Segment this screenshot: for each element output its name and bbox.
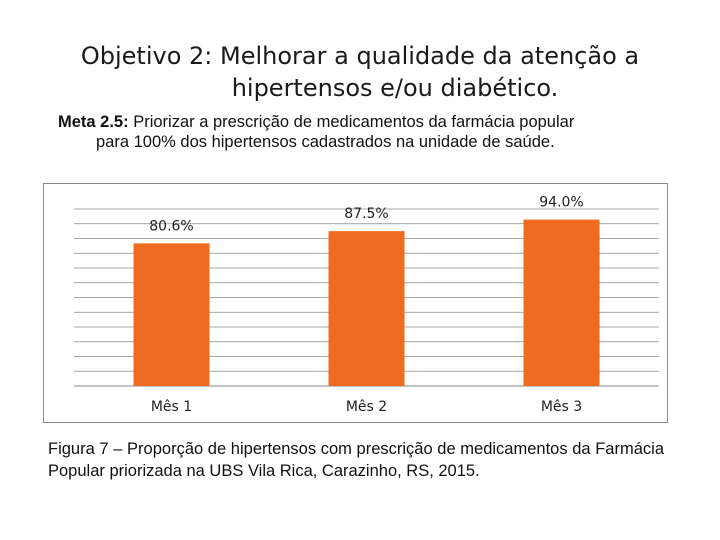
goal-label: Meta 2.5:: [58, 113, 129, 131]
slide-title-line2: hipertensos e/ou diabético.: [231, 74, 559, 102]
slide-title-line1: Objetivo 2: Melhorar a qualidade da aten…: [80, 42, 640, 70]
bar-3: [523, 219, 600, 386]
data-label-3: 94.0%: [539, 195, 583, 211]
goal-text-line2: para 100% dos hipertensos cadastrados na…: [96, 133, 555, 151]
bar-2: [328, 231, 405, 386]
bar-chart: 80.6% Mês 1 87.5% Mês 2 94.0% Mês 3: [74, 195, 659, 415]
bar-1: [133, 243, 210, 386]
goal-description: Meta 2.5: Priorizar a prescrição de medi…: [58, 112, 668, 152]
x-tick-label-3: Mês 3: [541, 399, 582, 415]
slide-title: Objetivo 2: Melhorar a qualidade da aten…: [40, 40, 680, 104]
x-tick-label-2: Mês 2: [346, 399, 387, 415]
goal-text-line1: Priorizar a prescrição de medicamentos d…: [128, 113, 575, 131]
data-label-2: 87.5%: [344, 206, 388, 222]
chart-frame: 80.6% Mês 1 87.5% Mês 2 94.0% Mês 3: [43, 183, 668, 423]
data-label-1: 80.6%: [149, 218, 193, 234]
x-tick-label-1: Mês 1: [151, 399, 192, 415]
figure-caption: Figura 7 – Proporção de hipertensos com …: [48, 440, 664, 480]
